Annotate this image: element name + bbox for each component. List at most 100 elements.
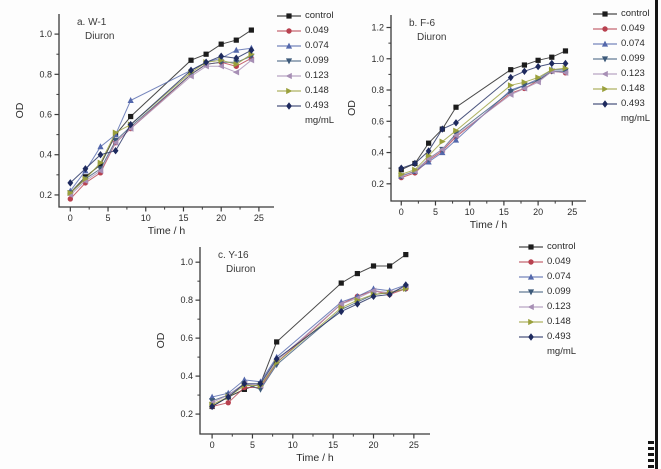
y-tick-label: 1.0	[371, 54, 384, 64]
square-marker-icon	[277, 12, 301, 19]
legend-item-0.493: 0.493	[592, 96, 650, 111]
y-tick-label: 1.0	[39, 29, 52, 39]
series-control	[67, 27, 254, 196]
y-tick-label: 0.8	[39, 69, 52, 79]
legend-label: 0.148	[621, 82, 645, 94]
legend-item-0.099: 0.099	[592, 51, 650, 66]
x-tick-label: 10	[141, 213, 151, 223]
y-tick-label: 0.4	[39, 150, 52, 160]
legend-item-0.123: 0.123	[592, 66, 650, 81]
legend-label: 0.099	[621, 52, 645, 64]
x-tick-label: 0	[210, 440, 215, 450]
x-tick-label: 15	[499, 207, 509, 217]
legend-label: control	[621, 7, 650, 19]
legend-w1: control 0.049 0.074 0.099 0.123 0.148 0.493 mg/…	[276, 8, 334, 128]
triangle-down-marker-icon	[593, 55, 617, 62]
triangle-down-marker-icon	[519, 288, 543, 295]
y-tick-label: 0.2	[371, 179, 384, 189]
series-control	[209, 251, 409, 410]
legend-label: 0.148	[305, 84, 329, 96]
circle-marker-icon	[277, 27, 301, 34]
x-tick-label: 25	[567, 207, 577, 217]
triangle-right-marker-icon	[519, 318, 543, 325]
x-tick-label: 25	[409, 440, 419, 450]
legend-item-0.493: 0.493	[276, 98, 334, 113]
panel-label: a. W-1	[77, 17, 107, 28]
legend-item-0.099: 0.099	[276, 53, 334, 68]
diamond-marker-icon	[277, 101, 301, 110]
legend-label: 0.148	[547, 315, 571, 327]
series-0.074	[398, 66, 569, 179]
axes: 0 5 10 15 20 25 0.2 0.4 0.6 0.8 1.0	[180, 247, 430, 450]
panel-label: b. F-6	[409, 18, 436, 29]
triangle-up-marker-icon	[593, 40, 617, 47]
x-tick-label: 5	[106, 213, 111, 223]
axes: 0 5 10 15 20 25 0.2 0.4 0.6 0.8 1.0	[39, 14, 274, 223]
treatment-label: Diuron	[417, 32, 446, 43]
legend-item-0.074: 0.074	[592, 36, 650, 51]
triangle-up-marker-icon	[519, 273, 543, 280]
legend-label: 0.493	[547, 330, 571, 342]
diamond-marker-icon	[519, 332, 543, 341]
triangle-right-marker-icon	[593, 85, 617, 92]
y-tick-label: 0.8	[180, 295, 193, 305]
legend-unit-label: mg/mL	[305, 114, 335, 126]
y-axis-title: OD	[155, 332, 167, 348]
legend-item-0.148: 0.148	[592, 81, 650, 96]
chart-panel-y16: 0 5 10 15 20 25 0.2 0.4 0.6 0.8 1.0 Time / h OD c. Y-…	[128, 237, 658, 467]
legend-label: 0.493	[621, 97, 645, 109]
y-tick-label: 0.2	[39, 190, 52, 200]
treatment-label: Diuron	[85, 31, 114, 42]
triangle-up-marker-icon	[277, 42, 301, 49]
screen-edge-dots	[648, 441, 654, 468]
legend-item-control: control	[518, 239, 576, 254]
x-axis-title: Time / h	[470, 219, 508, 231]
x-tick-label: 25	[254, 213, 264, 223]
x-tick-label: 5	[433, 207, 438, 217]
y-axis-title: OD	[14, 102, 26, 118]
y-tick-label: 0.2	[180, 409, 193, 419]
legend-unit-label: mg/mL	[621, 112, 651, 124]
x-tick-label: 20	[369, 440, 379, 450]
panel-label: c. Y-16	[218, 250, 249, 261]
legend-label: 0.099	[305, 54, 329, 66]
series-0.148	[398, 65, 569, 178]
legend-label: control	[547, 240, 576, 252]
y-tick-label: 0.4	[371, 148, 384, 158]
plot-w1: 0 5 10 15 20 25 0.2 0.4 0.6 0.8 1.0 Time / h OD a. W-…	[14, 14, 274, 237]
circle-marker-icon	[593, 25, 617, 32]
series-0.148	[209, 285, 410, 408]
legend-label: 0.074	[547, 270, 571, 282]
series-0.074	[67, 44, 255, 194]
square-marker-icon	[593, 10, 617, 17]
legend-item-control: control	[592, 6, 650, 21]
legend-label: 0.049	[621, 22, 645, 34]
y-tick-label: 0.6	[180, 333, 193, 343]
legend-item-0.148: 0.148	[276, 83, 334, 98]
y-tick-label: 1.2	[371, 23, 384, 33]
series-control	[398, 48, 569, 173]
legend-f6: control 0.049 0.074 0.099 0.123 0.148 0.493 mg/…	[592, 6, 650, 126]
legend-y16: control 0.049 0.074 0.099 0.123 0.148 0.493 mg/…	[518, 239, 576, 359]
series-0.049	[67, 55, 255, 202]
triangle-left-marker-icon	[593, 70, 617, 77]
series-0.123	[208, 283, 409, 406]
legend-item-0.148: 0.148	[518, 314, 576, 329]
x-tick-label: 15	[328, 440, 338, 450]
legend-label: 0.049	[305, 24, 329, 36]
x-tick-label: 20	[216, 213, 226, 223]
legend-item-0.493: 0.493	[518, 329, 576, 344]
y-tick-label: 0.6	[39, 110, 52, 120]
series-0.074	[209, 281, 409, 400]
legend-item-0.074: 0.074	[276, 38, 334, 53]
series-0.099	[67, 53, 255, 197]
legend-item-0.123: 0.123	[518, 299, 576, 314]
legend-unit-label: mg/mL	[547, 345, 577, 357]
legend-label: 0.074	[621, 37, 645, 49]
circle-marker-icon	[519, 258, 543, 265]
x-tick-label: 0	[68, 213, 73, 223]
series-0.493	[398, 59, 569, 172]
legend-label: 0.099	[547, 285, 571, 297]
x-axis-title: Time / h	[296, 452, 334, 464]
